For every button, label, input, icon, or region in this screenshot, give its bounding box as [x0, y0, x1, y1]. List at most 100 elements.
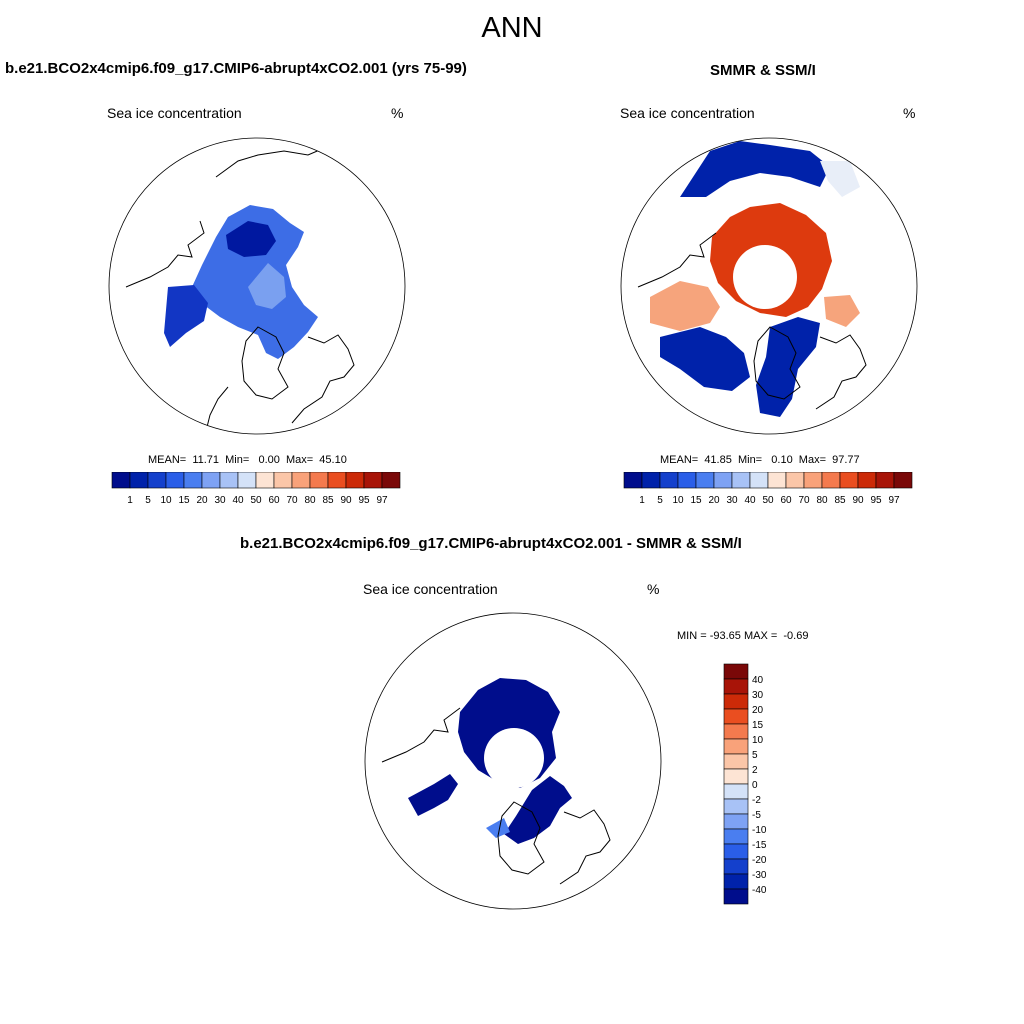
colorbar-1-cell: [327, 472, 347, 489]
ice-loss-edge: [486, 818, 510, 838]
ice-loss-atlantic: [408, 774, 458, 816]
colorbar-2-cell: [749, 472, 769, 489]
map-boundary-circle: [364, 612, 662, 910]
colorbar-2-tick-label: 80: [816, 495, 828, 506]
colorbar-1-cell: [381, 472, 401, 489]
colorbar-1-cell: [363, 472, 383, 489]
panel-3-title: b.e21.BCO2x4cmip6.f09_g17.CMIP6-abrupt4x…: [240, 535, 742, 552]
colorbar-1-cell: [291, 472, 311, 489]
panel-3-stats: MIN = -93.65 MAX = -0.69: [677, 630, 809, 642]
colorbar-1-cell: [111, 472, 131, 489]
colorbar-2-cell: [857, 472, 877, 489]
colorbar-diff-tick-label: -40: [752, 885, 767, 896]
colorbar-2-tick-label: 5: [657, 495, 663, 506]
panel-1-variable: Sea ice concentration: [107, 105, 242, 121]
pole-hole: [484, 728, 544, 788]
panel-1-title: b.e21.BCO2x4cmip6.f09_g17.CMIP6-abrupt4x…: [5, 60, 467, 77]
panel-3-variable: Sea ice concentration: [363, 581, 498, 597]
colorbar-1-tick-label: 15: [178, 495, 190, 506]
colorbar-1-cell: [183, 472, 203, 489]
colorbar-2-cell: [803, 472, 823, 489]
panel-3-units: %: [647, 581, 660, 597]
colorbar-abs-1: 1 5 10 15 20 30 40 50 60 70 80 85 90 95 97: [111, 472, 401, 506]
colorbar-diff-tick-label: 2: [752, 765, 758, 776]
panel-1-units: %: [391, 105, 404, 121]
ice-thick-region: [226, 221, 276, 257]
colorbar-2-tick-label: 70: [798, 495, 810, 506]
colorbar-diff-tick-label: -20: [752, 855, 767, 866]
colorbar-2-tick-label: 15: [690, 495, 702, 506]
colorbar-1-tick-label: 5: [145, 495, 151, 506]
panel-2-stats: MEAN= 41.85 Min= 0.10 Max= 97.77: [660, 454, 860, 466]
colorbar-2-cell: [785, 472, 805, 489]
colorbar-2-cell: [875, 472, 895, 489]
colorbar-diff-tick-label: -30: [752, 870, 767, 881]
colorbar-diff-cell: [723, 678, 749, 695]
colorbar-2-cell: [893, 472, 913, 489]
figure-title: ANN: [481, 12, 543, 44]
colorbar-diff-tick-label: -5: [752, 810, 761, 821]
colorbar-1-cell: [237, 472, 257, 489]
colorbar-2-cell: [695, 472, 715, 489]
colorbar-1-cell: [201, 472, 221, 489]
panel-2-map: [620, 137, 918, 435]
colorbar-diff-cell: [723, 708, 749, 725]
colorbar-2-cell: [641, 472, 661, 489]
colorbar-diff-tick-label: 40: [752, 675, 764, 686]
colorbar-2-cell: [821, 472, 841, 489]
colorbar-diff-cell: [723, 873, 749, 890]
colorbar-diff-cell: [723, 888, 749, 905]
colorbar-1-tick-label: 97: [376, 495, 388, 506]
panel-1-stats: MEAN= 11.71 Min= 0.00 Max= 45.10: [148, 454, 347, 466]
ice-loss-pacific: [504, 776, 572, 844]
colorbar-1-tick-label: 10: [160, 495, 172, 506]
colorbar-1-cell: [129, 472, 149, 489]
colorbar-2-tick-label: 85: [834, 495, 846, 506]
colorbar-1-cell: [345, 472, 365, 489]
colorbar-1-tick-label: 20: [196, 495, 208, 506]
ice-arctic-mid: [650, 281, 860, 331]
colorbar-2-cell: [713, 472, 733, 489]
ice-edge-region: [164, 285, 208, 347]
colorbar-diff-tick-label: -2: [752, 795, 761, 806]
land-america: [205, 334, 355, 432]
panel-2-variable: Sea ice concentration: [620, 105, 755, 121]
colorbar-2-cell: [659, 472, 679, 489]
ice-north-pacific: [680, 141, 830, 197]
colorbar-diff-cell: [723, 723, 749, 740]
colorbar-2-cell: [623, 472, 643, 489]
colorbar-1-tick-label: 1: [127, 495, 133, 506]
panel-3-map: [364, 612, 662, 910]
land-greenland: [241, 326, 289, 400]
colorbar-2-tick-label: 90: [852, 495, 864, 506]
colorbar-1-cell: [255, 472, 275, 489]
colorbar-2-tick-label: 50: [762, 495, 774, 506]
ice-low-conc: [660, 317, 820, 417]
colorbar-1-tick-label: 90: [340, 495, 352, 506]
colorbar-2-cell: [731, 472, 751, 489]
colorbar-diff-tick-label: -15: [752, 840, 767, 851]
colorbar-diff-cell: [723, 693, 749, 710]
ice-north-edge: [820, 161, 860, 197]
colorbar-diff-cell: [723, 663, 749, 680]
land-eurasia: [125, 148, 323, 288]
colorbar-2-tick-label: 30: [726, 495, 738, 506]
colorbar-1-tick-label: 60: [268, 495, 280, 506]
colorbar-1-cell: [219, 472, 239, 489]
colorbar-2-tick-label: 1: [639, 495, 645, 506]
colorbar-2-tick-label: 40: [744, 495, 756, 506]
colorbar-2-tick-label: 95: [870, 495, 882, 506]
colorbar-2-cell: [839, 472, 859, 489]
colorbar-diff-cell: [723, 813, 749, 830]
colorbar-1-tick-label: 40: [232, 495, 244, 506]
colorbar-diff-cell: [723, 738, 749, 755]
colorbar-2-tick-label: 10: [672, 495, 684, 506]
colorbar-diff-tick-label: 0: [752, 780, 758, 791]
map-boundary-circle: [620, 137, 918, 435]
colorbar-1-tick-label: 80: [304, 495, 316, 506]
colorbar-1-tick-label: 85: [322, 495, 334, 506]
panel-1-map: [108, 137, 406, 435]
ice-mid-region: [248, 263, 286, 309]
colorbar-diff-tick-label: -10: [752, 825, 767, 836]
